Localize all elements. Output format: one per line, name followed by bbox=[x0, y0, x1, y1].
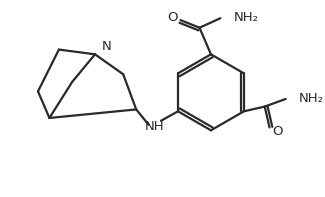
Text: O: O bbox=[168, 11, 178, 24]
Text: O: O bbox=[272, 125, 282, 138]
Text: NH₂: NH₂ bbox=[234, 11, 259, 24]
Text: NH₂: NH₂ bbox=[299, 92, 324, 105]
Text: N: N bbox=[102, 40, 111, 53]
Text: NH: NH bbox=[144, 120, 164, 133]
